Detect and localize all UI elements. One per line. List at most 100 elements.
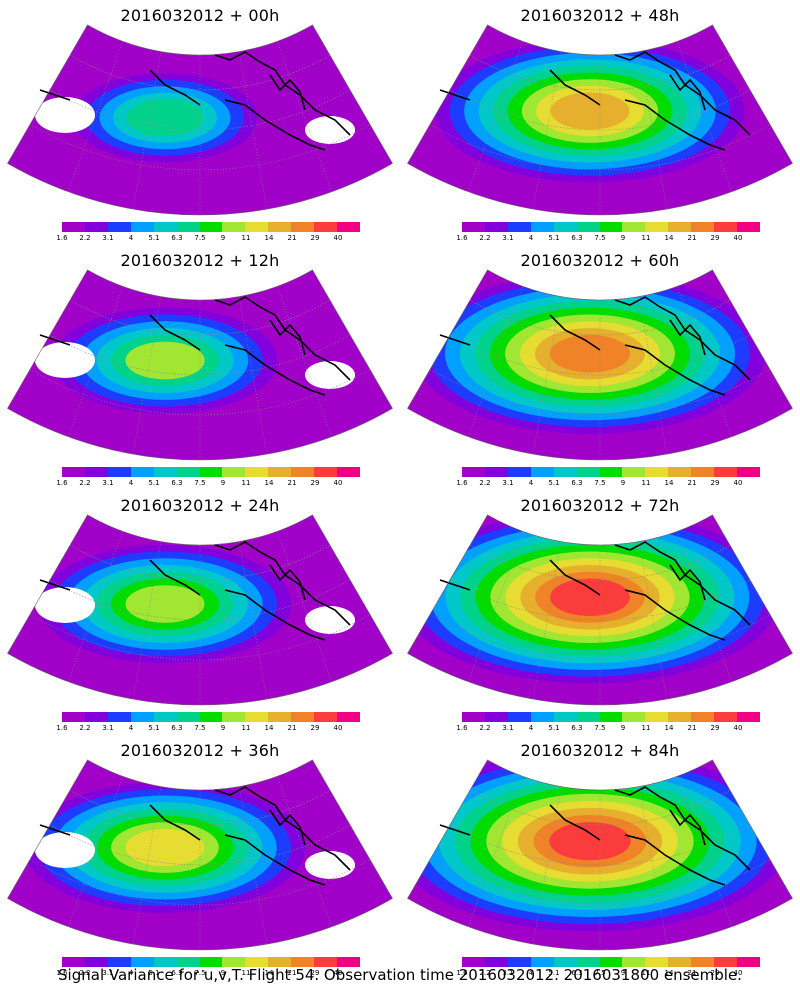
colorbar-swatch — [291, 222, 315, 232]
colorbar — [462, 467, 760, 477]
colorbar-swatch — [222, 467, 246, 477]
colorbar-swatch — [245, 712, 269, 722]
colorbar-tick-label: 2.2 — [79, 969, 91, 977]
map-panel-00h: 2016032012 + 00h 1.6 2.2 3.1 4 5.1 6.3 7.5 9 11 14… — [0, 0, 400, 245]
graticule — [429, 286, 771, 460]
colorbar-swatch — [199, 467, 223, 477]
colorbar-tick-label: 29 — [310, 724, 320, 732]
colorbar-tick-label: 14 — [264, 969, 274, 977]
colorbar-swatch — [84, 957, 108, 967]
colorbar-swatch — [576, 957, 600, 967]
colorbar-tick-label: 7.5 — [194, 724, 206, 732]
colorbar-tick-label: 29 — [310, 969, 320, 977]
colorbar-tick-label: 4 — [128, 724, 134, 732]
colorbar-tick-label: 3.1 — [102, 479, 114, 487]
colorbar-labels: 1.6 2.2 3.1 4 5.1 6.3 7.5 9 11 14 21 29 40 — [456, 724, 760, 734]
colorbar-tick-label: 9 — [620, 479, 626, 487]
colorbar-swatch — [737, 467, 760, 477]
colorbar-tick-label: 11 — [241, 969, 251, 977]
colorbar-tick-label: 14 — [664, 479, 674, 487]
colorbar-tick-label: 40 — [333, 479, 343, 487]
colorbar-tick-label: 21 — [687, 234, 697, 242]
map-field — [407, 24, 793, 216]
colorbar-swatch — [130, 957, 154, 967]
colorbar-labels: 1.6 2.2 3.1 4 5.1 6.3 7.5 9 11 14 21 29 40 — [56, 724, 360, 734]
colorbar-tick-label: 4 — [528, 479, 534, 487]
colorbar-swatch — [599, 712, 623, 722]
colorbar-swatch — [337, 467, 360, 477]
graticule — [29, 41, 371, 215]
colorbar-swatch — [222, 712, 246, 722]
colorbar-swatch — [668, 222, 692, 232]
colorbar-tick-label: 7.5 — [594, 479, 606, 487]
colorbar-labels: 1.6 2.2 3.1 4 5.1 6.3 7.5 9 11 14 21 29 40 — [56, 234, 360, 244]
colorbar-swatch — [153, 222, 177, 232]
variance-map — [407, 24, 793, 216]
colorbar-swatch — [107, 467, 131, 477]
colorbar-swatch — [645, 712, 669, 722]
colorbar-swatch — [622, 957, 646, 967]
variance-map — [7, 514, 393, 706]
variance-map — [407, 269, 793, 461]
colorbar-swatch — [176, 712, 200, 722]
colorbar-swatch — [462, 222, 485, 232]
colorbar-tick-label: 11 — [241, 479, 251, 487]
colorbar-tick-label: 29 — [710, 234, 720, 242]
colorbar-swatch — [507, 957, 531, 967]
colorbar-tick-label: 29 — [310, 234, 320, 242]
colorbar-swatch — [714, 957, 738, 967]
colorbar-swatch — [714, 467, 738, 477]
colorbar-tick-label: 40 — [733, 234, 743, 242]
colorbar-tick-label: 5.1 — [148, 724, 160, 732]
colorbar-tick-label: 9 — [220, 234, 226, 242]
colorbar-tick-label: 9 — [220, 479, 226, 487]
colorbar — [462, 712, 760, 722]
colorbar-tick-label: 3.1 — [502, 969, 514, 977]
colorbar-tick-label: 6.3 — [171, 479, 183, 487]
colorbar-tick-label: 21 — [287, 479, 297, 487]
colorbar-labels: 1.6 2.2 3.1 4 5.1 6.3 7.5 9 11 14 21 29 40 — [56, 969, 360, 979]
colorbar-tick-label: 3.1 — [502, 724, 514, 732]
colorbar-tick-label: 5.1 — [148, 969, 160, 977]
colorbar-tick-label: 5.1 — [548, 724, 560, 732]
colorbar-swatch — [268, 957, 292, 967]
colorbar-tick-label: 14 — [664, 234, 674, 242]
graticule — [29, 776, 371, 950]
variance-map — [7, 759, 393, 951]
colorbar-swatch — [199, 222, 223, 232]
colorbar-tick-label: 2.2 — [479, 234, 491, 242]
variance-map — [407, 759, 793, 951]
colorbar-tick-label: 3.1 — [102, 724, 114, 732]
colorbar-tick-label: 6.3 — [571, 479, 583, 487]
colorbar-tick-label: 7.5 — [594, 724, 606, 732]
colorbar-swatch — [553, 467, 577, 477]
colorbar-tick-label: 21 — [287, 969, 297, 977]
colorbar-tick-label: 9 — [220, 969, 226, 977]
colorbar-swatch — [153, 957, 177, 967]
colorbar-swatch — [199, 712, 223, 722]
graticule — [429, 531, 771, 705]
colorbar-swatch — [176, 467, 200, 477]
colorbar-swatch — [530, 467, 554, 477]
panel-title: 2016032012 + 24h — [120, 496, 280, 515]
coastline — [439, 786, 751, 886]
colorbar-swatch — [530, 222, 554, 232]
colorbar-swatch — [599, 467, 623, 477]
colorbar-swatch — [245, 957, 269, 967]
colorbar-tick-label: 29 — [710, 479, 720, 487]
colorbar-swatch — [176, 957, 200, 967]
coastline — [439, 296, 751, 396]
colorbar — [462, 957, 760, 967]
colorbar-swatch — [484, 467, 508, 477]
colorbar-tick-label: 1.6 — [456, 479, 468, 487]
colorbar-tick-label: 7.5 — [194, 969, 206, 977]
map-field — [407, 514, 793, 706]
colorbar-swatch — [668, 712, 692, 722]
colorbar-swatch — [130, 712, 154, 722]
map-field — [7, 514, 393, 706]
coastline — [439, 541, 751, 641]
colorbar-swatch — [130, 222, 154, 232]
colorbar-swatch — [314, 467, 338, 477]
colorbar-labels: 1.6 2.2 3.1 4 5.1 6.3 7.5 9 11 14 21 29 40 — [456, 969, 760, 979]
colorbar-tick-label: 7.5 — [194, 479, 206, 487]
